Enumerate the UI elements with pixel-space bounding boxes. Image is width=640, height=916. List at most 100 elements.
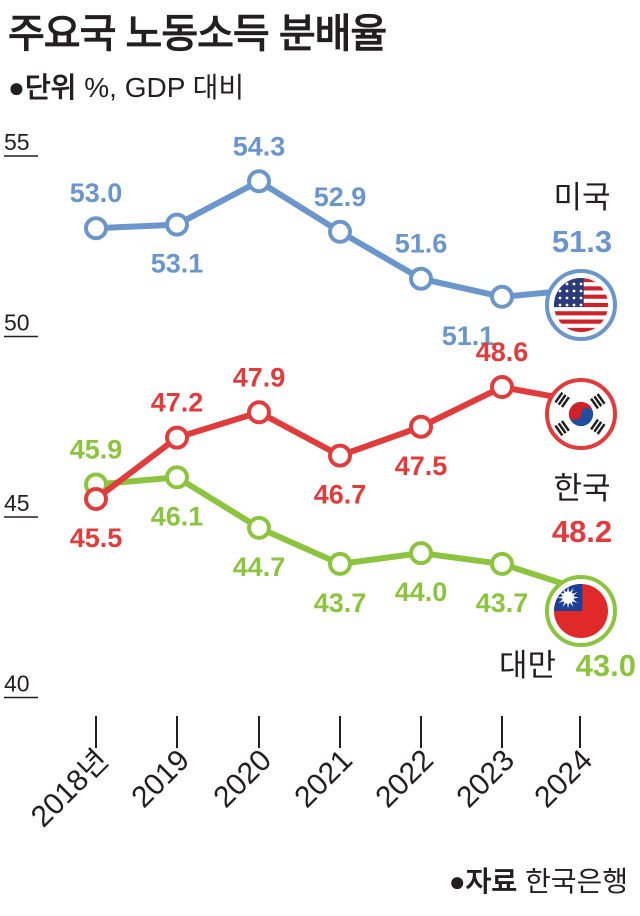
flag-star [565, 289, 569, 293]
trigram-bar [596, 393, 606, 405]
data-point [247, 515, 271, 540]
data-point [490, 551, 514, 576]
flag-stripe [554, 327, 608, 332]
data-label: 54.3 [233, 131, 286, 161]
series-name-label: 대만 [499, 648, 556, 683]
data-label: 43.7 [476, 588, 529, 618]
us-flag-icon [545, 269, 617, 341]
data-point [84, 216, 108, 241]
trigram [554, 420, 570, 437]
trigram-bar [560, 420, 570, 432]
us-flag-body [554, 278, 608, 332]
flag-star [565, 296, 569, 300]
x-tick-label: 2024 [528, 744, 599, 815]
data-point [247, 169, 271, 194]
trigram [554, 391, 570, 408]
y-tick-label: 40 [4, 671, 30, 697]
x-tick-label: 2019 [125, 744, 196, 815]
source-note: ●자료 한국은행 [449, 862, 628, 902]
trigram-bar [557, 422, 567, 434]
flag-star [558, 289, 562, 293]
data-point [247, 400, 271, 425]
x-tick-label: 2020 [207, 744, 278, 815]
trigram-bar [590, 418, 599, 431]
trigram-bar [593, 395, 603, 407]
data-label: 44.0 [395, 577, 448, 607]
taegeuk-blue-lobe [581, 407, 594, 421]
flag-star [558, 303, 562, 307]
flag-star [572, 303, 576, 307]
y-tick-label: 45 [4, 490, 30, 516]
chart-title: 주요국 노동소득 분배율 [8, 12, 387, 56]
x-tick-label: 2018년 [25, 744, 115, 834]
data-label: 47.9 [233, 362, 286, 392]
korea-flag-icon [545, 378, 617, 450]
trigram [590, 393, 606, 410]
end-value-label: 51.3 [552, 224, 612, 259]
data-point [328, 219, 352, 244]
end-value-label: 48.2 [552, 514, 612, 549]
series-taiwan: 45.9 46.1 44.7 43.7 44.0 43.7 대만 43.0 [70, 435, 636, 683]
data-label: 47.5 [395, 451, 448, 481]
trigram-bar [557, 394, 567, 406]
data-point [165, 465, 189, 490]
series-us: 53.0 53.1 54.3 52.9 51.6 51.1 미국 51.3 [70, 131, 617, 351]
trigram-bar [560, 396, 570, 408]
source-bullet-icon: ● [448, 866, 466, 897]
data-point [328, 443, 352, 468]
flag-star [565, 282, 569, 286]
x-tick-label: 2021 [288, 744, 359, 815]
flag-stripe [554, 319, 608, 324]
flag-star [572, 289, 576, 293]
unit-bullet-icon: ● [8, 72, 25, 103]
source-value: 한국은행 [524, 866, 628, 897]
y-tick-label: 50 [4, 310, 30, 336]
y-tick-label: 55 [4, 129, 30, 155]
data-point [328, 551, 352, 576]
data-point [165, 425, 189, 450]
flag-star [572, 296, 576, 300]
data-point [165, 212, 189, 237]
x-tick-label: 2023 [450, 744, 521, 815]
data-label: 51.6 [395, 229, 448, 259]
data-point [490, 375, 514, 400]
flag-star [572, 282, 576, 286]
data-label: 46.7 [314, 480, 367, 510]
data-point [409, 414, 433, 439]
data-label: 48.6 [476, 337, 529, 367]
flag-star [579, 282, 583, 286]
trigram-bar [590, 397, 599, 410]
data-label: 44.7 [233, 552, 286, 582]
series-name-label: 한국 [553, 471, 610, 506]
data-point [409, 541, 433, 566]
data-label: 46.1 [151, 501, 204, 531]
taiwan-flag-body [554, 584, 608, 638]
data-point [490, 284, 514, 309]
data-label: 51.1 [442, 321, 495, 351]
series-name-label: 미국 [553, 180, 610, 215]
sun-disc [562, 591, 575, 604]
trigram-bar [554, 391, 564, 404]
flag-stripe [554, 311, 608, 316]
flag-star [579, 289, 583, 293]
data-label: 53.1 [151, 249, 204, 279]
x-tick-label: 2022 [369, 744, 440, 815]
series-korea: 45.5 47.2 47.9 46.7 47.5 48.6 한국 48.2 [70, 337, 617, 553]
trigram-bar [554, 424, 564, 437]
trigram [590, 418, 606, 435]
unit-note: ●단위 %, GDP 대비 [8, 68, 244, 108]
data-label: 47.2 [151, 388, 204, 418]
flag-star [579, 303, 583, 307]
unit-label: 단위 [24, 72, 77, 103]
data-label: 52.9 [314, 182, 367, 212]
data-label: 45.5 [70, 523, 123, 553]
data-label: 45.9 [70, 435, 123, 465]
trigram-bar [596, 423, 606, 435]
flag-star [565, 303, 569, 307]
end-value-label: 43.0 [576, 648, 636, 683]
data-point [84, 486, 108, 511]
data-label: 53.0 [70, 178, 123, 208]
flag-star [579, 296, 583, 300]
taiwan-flag-icon [545, 575, 617, 647]
